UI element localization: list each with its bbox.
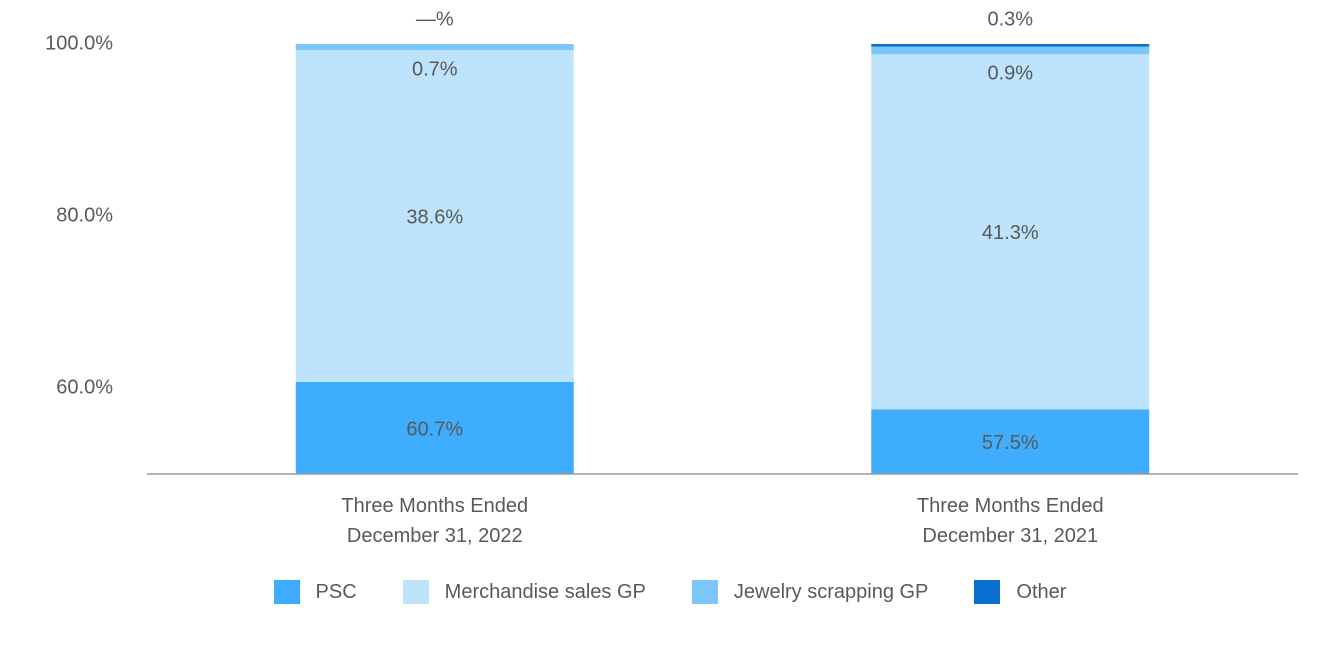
x-tick-label: Three Months Ended December 31, 2022 xyxy=(341,495,529,547)
x-tick-label: Three Months Ended December 31, 2021 xyxy=(916,495,1104,547)
legend-swatch xyxy=(402,580,429,604)
bar-segment xyxy=(871,46,1150,55)
data-label: 57.5% xyxy=(982,432,1039,454)
legend-item: Merchandise sales GP xyxy=(402,580,646,604)
legend-label: PSC xyxy=(315,580,357,603)
data-label: —% xyxy=(416,8,454,30)
legend-label: Other xyxy=(1016,580,1067,603)
legend-label: Merchandise sales GP xyxy=(444,580,646,603)
data-label: 0.9% xyxy=(987,63,1033,85)
legend-swatch xyxy=(974,580,1001,604)
bar-segment xyxy=(871,44,1150,47)
bar-segment xyxy=(871,409,1150,474)
legend-swatch xyxy=(691,580,718,604)
y-tick-label: 80.0% xyxy=(56,204,113,226)
data-label: 0.7% xyxy=(412,58,458,80)
y-tick-label: 100.0% xyxy=(45,32,113,54)
bar-segment xyxy=(295,381,574,474)
bar-segment xyxy=(295,44,574,51)
legend: PSC Merchandise sales GP Jewelry scrapping… xyxy=(0,580,1340,604)
legend-item: Jewelry scrapping GP xyxy=(691,580,929,604)
bar-segment xyxy=(295,50,574,382)
legend-item: Other xyxy=(974,580,1066,604)
bar-segment xyxy=(871,54,1150,410)
data-label: 41.3% xyxy=(982,222,1039,244)
data-label: 38.6% xyxy=(406,206,463,228)
legend-label: Jewelry scrapping GP xyxy=(733,580,929,603)
legend-swatch xyxy=(273,580,300,604)
data-label: 60.7% xyxy=(406,418,463,440)
legend-item: PSC xyxy=(273,580,357,604)
data-label: 0.3% xyxy=(987,8,1033,30)
y-tick-label: 60.0% xyxy=(56,376,113,398)
